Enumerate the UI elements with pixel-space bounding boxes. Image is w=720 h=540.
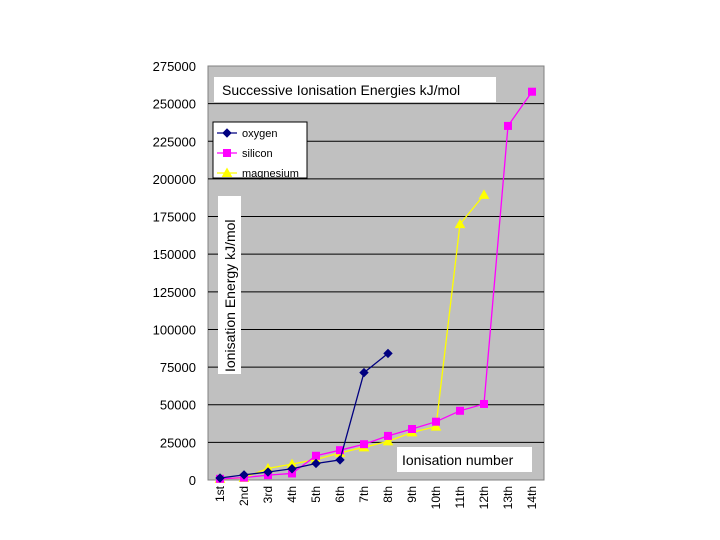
data-point-silicon: [384, 431, 392, 440]
y-axis-ticks: 0 25000 50000 75000 100000 125000 150000 175000…: [153, 59, 196, 488]
data-point-silicon: [312, 451, 320, 460]
x-tick-label: 1st: [213, 485, 227, 502]
data-point-silicon: [504, 121, 512, 130]
y-tick-label: 275000: [153, 59, 196, 74]
series-group: [214, 87, 536, 483]
legend: oxygen silicon magnesium: [212, 121, 308, 180]
chart-title: Successive Ionisation Energies kJ/mol: [222, 82, 460, 98]
x-tick-label: 13th: [501, 486, 515, 509]
data-point-magnesium: [430, 421, 442, 431]
y-tick-label: 225000: [153, 134, 196, 149]
y-axis-label-box: [218, 196, 241, 374]
y-tick-label: 250000: [153, 97, 196, 112]
x-tick-label: 6th: [333, 486, 347, 503]
x-axis-label: Ionisation number: [402, 452, 514, 468]
x-tick-label: 11th: [453, 486, 467, 508]
x-axis-label-box: [397, 447, 532, 472]
y-tick-label: 0: [189, 473, 196, 488]
x-tick-label: 3rd: [261, 486, 275, 503]
series-silicon: [216, 87, 536, 483]
data-point-silicon: [360, 440, 368, 449]
legend-item-oxygen: oxygen: [217, 128, 277, 140]
x-tick-label: 8th: [381, 486, 395, 503]
data-point-oxygen: [239, 470, 249, 480]
data-point-oxygen: [263, 467, 273, 477]
series-oxygen: [215, 348, 393, 483]
y-axis-label: Ionisation Energy kJ/mol: [222, 219, 238, 372]
x-tick-label: 14th: [525, 486, 539, 509]
legend-swatch-marker: [222, 128, 232, 138]
data-point-oxygen: [215, 473, 225, 483]
x-tick-label: 4th: [285, 486, 299, 503]
data-point-magnesium: [382, 435, 394, 446]
data-point-magnesium: [454, 218, 466, 229]
data-point-silicon: [408, 424, 416, 433]
x-axis-ticks: 1st 2nd 3rd 4th 5th 6th 7th 8th 9th 10th 11th 12th 1…: [213, 485, 539, 509]
data-point-oxygen: [287, 464, 297, 474]
legend-swatch-marker: [221, 167, 233, 177]
legend-label: magnesium: [242, 168, 299, 180]
x-tick-label: 12th: [477, 486, 491, 509]
x-tick-label: 9th: [405, 486, 419, 503]
series-line-magnesium: [219, 194, 485, 480]
data-point-oxygen: [383, 348, 393, 359]
data-point-magnesium: [478, 189, 490, 199]
legend-swatch-marker: [223, 149, 231, 157]
y-tick-label: 125000: [153, 285, 196, 300]
x-tick-label: 5th: [309, 486, 323, 503]
x-tick-label: 10th: [429, 486, 443, 509]
legend-label: oxygen: [242, 128, 277, 140]
legend-label: silicon: [242, 148, 273, 160]
data-point-oxygen: [359, 367, 369, 378]
y-tick-label: 25000: [160, 435, 196, 450]
y-tick-label: 100000: [153, 322, 196, 337]
y-tick-label: 50000: [160, 398, 196, 413]
data-point-oxygen: [335, 455, 345, 465]
data-point-oxygen: [311, 458, 321, 469]
data-point-silicon: [456, 406, 464, 415]
data-point-silicon: [480, 399, 488, 408]
y-tick-label: 150000: [153, 247, 196, 262]
y-tick-label: 75000: [160, 360, 196, 375]
chart-title-box: [214, 77, 496, 102]
data-point-silicon: [528, 87, 536, 96]
legend-item-magnesium: magnesium: [217, 167, 299, 180]
legend-item-silicon: silicon: [217, 148, 273, 160]
y-tick-label: 200000: [153, 172, 196, 187]
x-tick-label: 2nd: [237, 486, 251, 506]
data-point-silicon: [336, 446, 344, 455]
data-point-silicon: [432, 417, 440, 426]
x-tick-label: 7th: [357, 486, 371, 503]
y-tick-label: 175000: [153, 210, 196, 225]
